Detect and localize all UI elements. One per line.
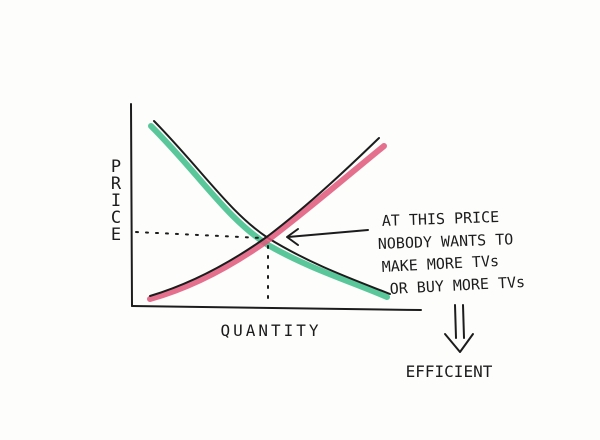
annotation-line-1: AT THIS PRICE xyxy=(382,208,500,230)
demand-curve xyxy=(153,120,391,295)
x-axis xyxy=(131,305,422,311)
supply-curve-highlight xyxy=(147,143,387,302)
demand-curve-highlight xyxy=(148,123,390,300)
efficient-label: EFFICIENT xyxy=(406,362,493,381)
equilibrium-price-guide xyxy=(135,231,263,239)
annotation-arrow-head xyxy=(286,228,299,246)
annotation-line-4: OR BUY MORE TVs xyxy=(389,273,525,298)
annotation-line-3: MAKE MORE TVs xyxy=(381,252,499,276)
annotation-line-2: NOBODY WANTS TO xyxy=(378,230,514,253)
implies-arrow xyxy=(444,304,474,353)
supply-curve xyxy=(149,137,380,297)
annotation-arrow xyxy=(287,229,369,238)
x-axis-label: QUANTITY xyxy=(220,321,321,340)
y-axis xyxy=(130,103,133,307)
